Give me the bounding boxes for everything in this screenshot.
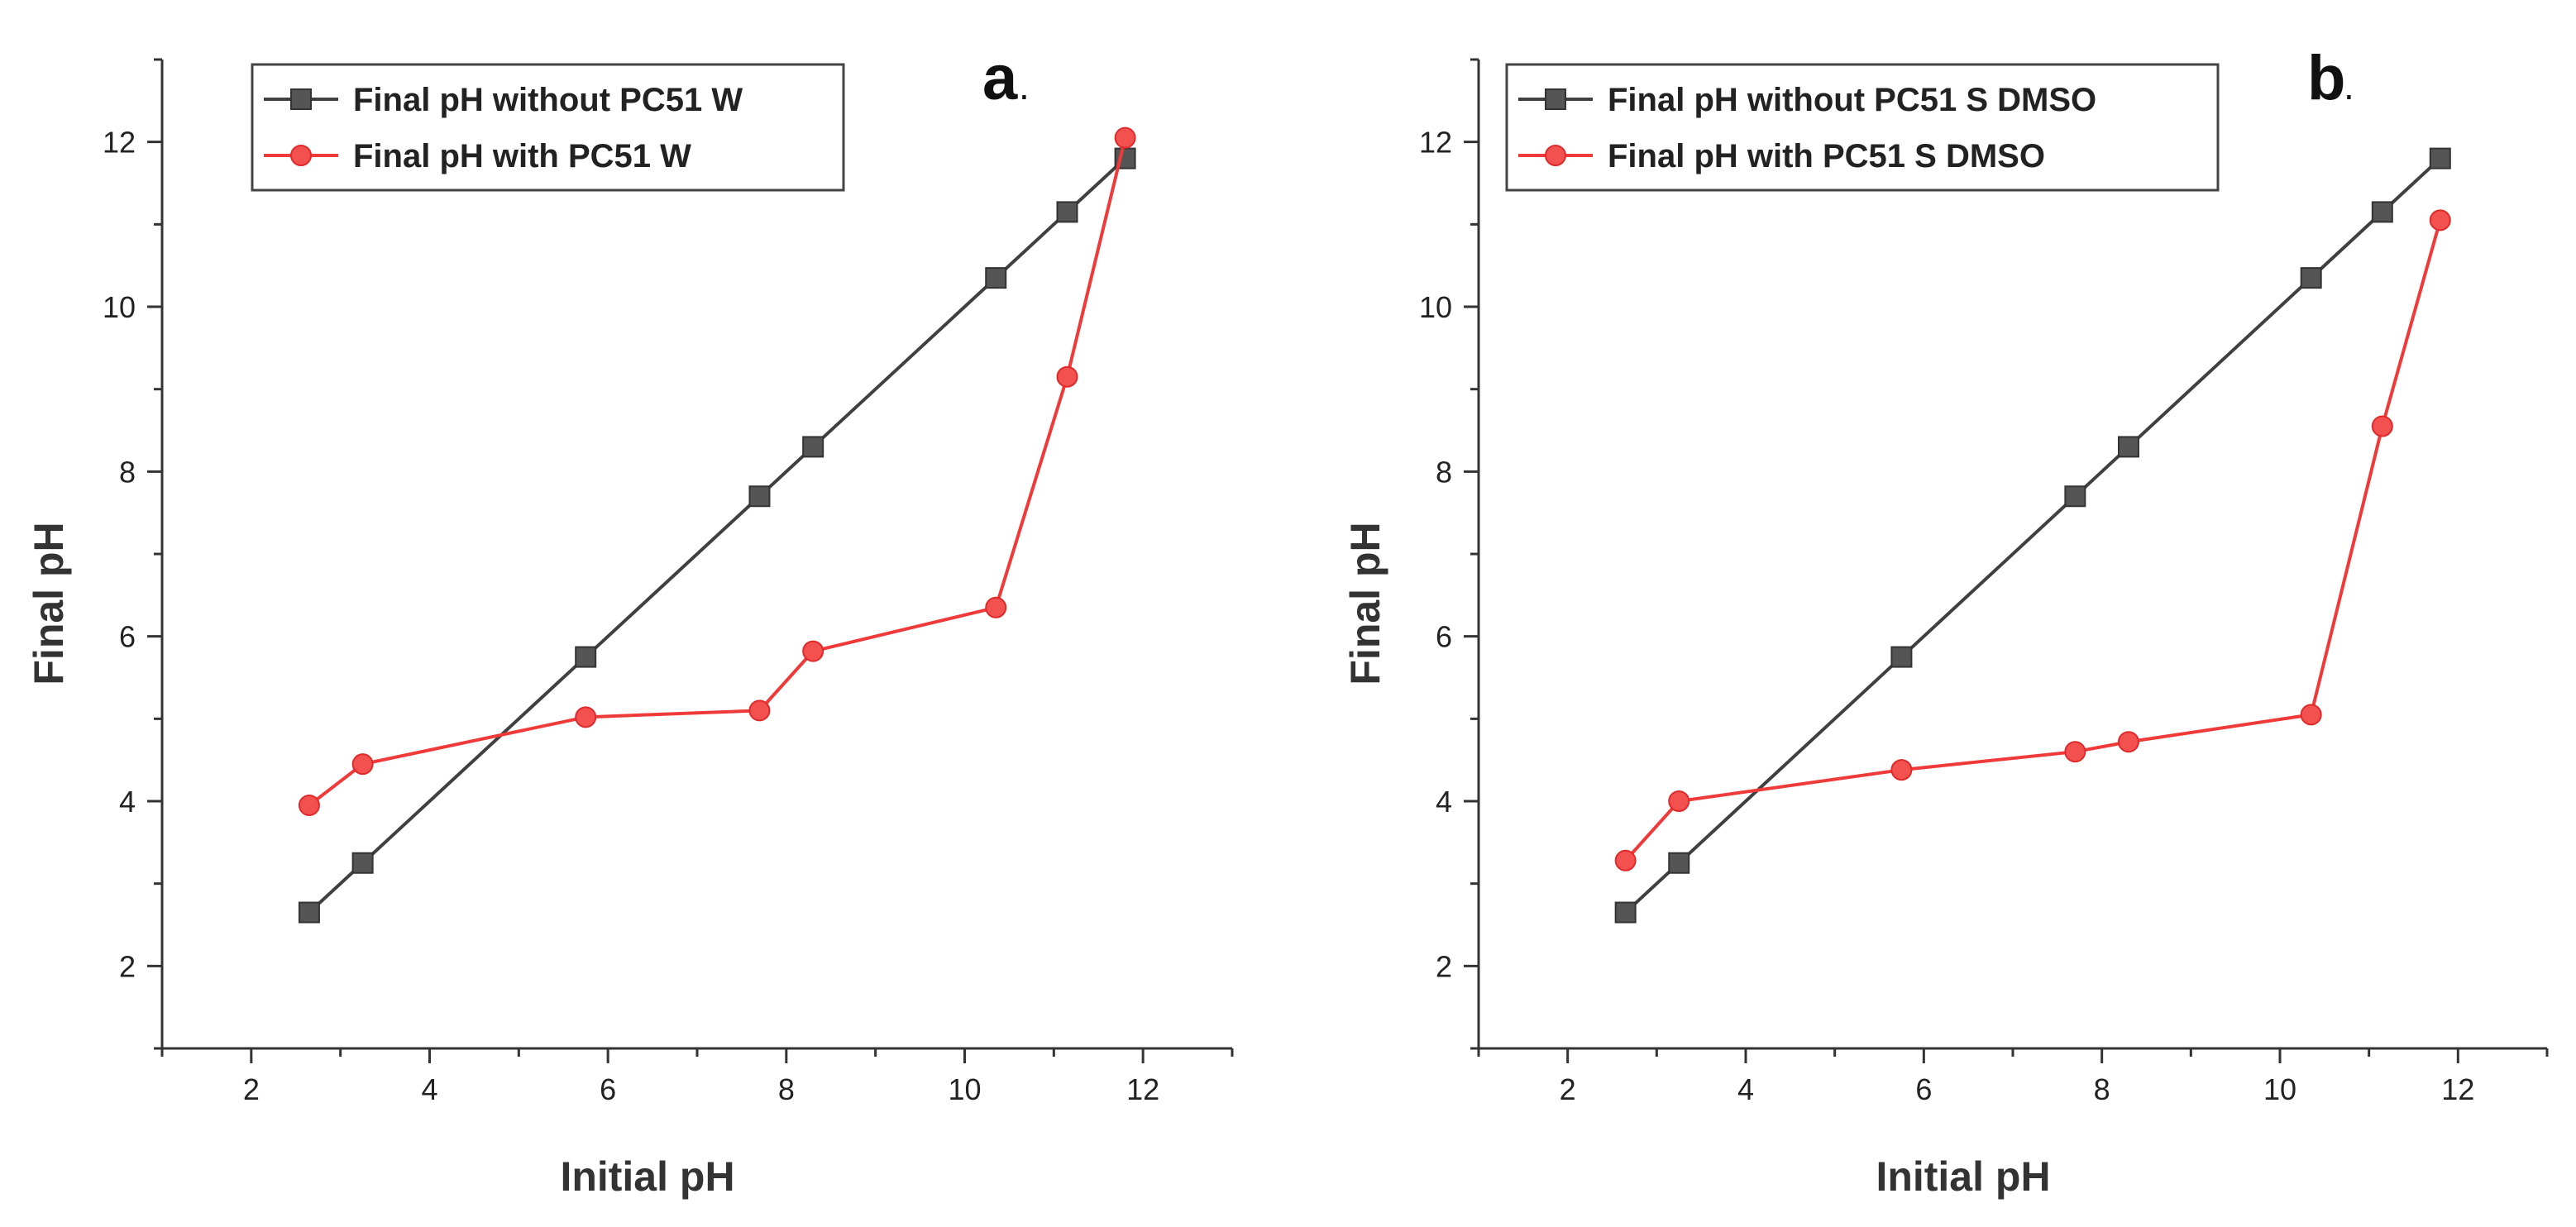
data-point-circle	[298, 794, 320, 816]
chart-panel-a: 2 4 6 8 10 12 2 4 6 8 10 12 Initial pH Final pH Final …	[26, 43, 1234, 1200]
legend-marker-square	[1545, 88, 1566, 110]
x-tick-label: 6	[1915, 1072, 1932, 1106]
series-line-2	[308, 137, 1127, 807]
data-point-square	[575, 646, 597, 668]
data-point-circle	[1056, 365, 1078, 388]
x-axis-title: Initial pH	[1876, 1153, 2050, 1200]
data-point-square	[2064, 485, 2086, 508]
data-point-circle	[2064, 741, 2086, 763]
x-tick-label: 12	[1126, 1072, 1159, 1106]
panel-letter-suffix: .	[1019, 64, 1030, 107]
y-axis-title: Final pH	[1342, 522, 1388, 685]
data-point-square	[1056, 201, 1078, 223]
panel-letter-suffix: .	[2344, 64, 2354, 107]
x-tick-label: 4	[1737, 1072, 1754, 1106]
legend-entry-label: Final pH without PC51 W	[353, 82, 743, 118]
y-tick-label: 8	[1436, 455, 1452, 489]
legend-box	[251, 63, 845, 192]
y-tick-label: 10	[103, 290, 136, 324]
data-point-square	[1890, 646, 1913, 668]
legend-entry-label: Final pH with PC51 S DMSO	[1608, 138, 2045, 174]
data-point-circle	[1614, 849, 1637, 871]
series-line-1	[308, 157, 1126, 914]
data-point-square	[748, 485, 771, 508]
data-point-square	[802, 436, 824, 458]
data-point-circle	[1668, 790, 1690, 812]
data-point-square	[351, 852, 374, 874]
legend-marker-circle	[1545, 145, 1566, 166]
legend-entry-label: Final pH with PC51 W	[353, 138, 691, 174]
data-point-square	[1614, 901, 1637, 924]
data-point-circle	[2117, 731, 2139, 753]
x-tick-label: 8	[2094, 1072, 2110, 1106]
legend-marker-square	[290, 88, 312, 110]
data-point-square	[2371, 201, 2393, 223]
y-tick-label: 10	[1419, 290, 1452, 324]
data-point-circle	[985, 596, 1007, 618]
panel-letter: a	[982, 43, 1018, 113]
data-point-square	[2429, 147, 2451, 169]
panel-letter: b	[2307, 43, 2345, 113]
y-axis-title: Final pH	[26, 522, 72, 685]
x-tick-label: 12	[2441, 1072, 2474, 1106]
data-point-square	[2300, 267, 2322, 289]
chart-panel-b: 2 4 6 8 10 12 2 4 6 8 10 12 Initial pH Final pH Final …	[1342, 43, 2549, 1200]
data-point-circle	[802, 640, 824, 662]
y-tick-label: 4	[119, 785, 136, 819]
legend-box	[1505, 63, 2220, 192]
series-line-2	[1624, 219, 2442, 862]
y-tick-label: 12	[103, 126, 136, 160]
x-tick-label: 8	[778, 1072, 795, 1106]
y-tick-label: 12	[1419, 126, 1452, 160]
x-tick-label: 2	[243, 1072, 260, 1106]
data-point-square	[1668, 852, 1690, 874]
y-tick-label: 4	[1436, 785, 1452, 819]
x-tick-label: 10	[948, 1072, 981, 1106]
y-tick-label: 8	[119, 455, 136, 489]
y-tick-label: 2	[1436, 949, 1452, 983]
data-point-square	[985, 267, 1007, 289]
x-tick-label: 10	[2263, 1072, 2296, 1106]
y-tick-label: 6	[119, 620, 136, 654]
data-point-circle	[748, 699, 771, 722]
data-point-circle	[2371, 415, 2393, 437]
y-tick-label: 2	[119, 949, 136, 983]
x-axis-title: Initial pH	[560, 1153, 734, 1200]
x-tick-label: 2	[1560, 1072, 1576, 1106]
x-tick-label: 6	[600, 1072, 616, 1106]
data-point-square	[298, 901, 320, 924]
data-point-circle	[1114, 127, 1136, 149]
data-point-circle	[2300, 704, 2322, 726]
legend-marker-circle	[290, 145, 312, 166]
data-point-circle	[351, 753, 374, 776]
data-point-circle	[575, 706, 597, 728]
x-tick-label: 4	[421, 1072, 437, 1106]
legend-entry-label: Final pH without PC51 S DMSO	[1608, 82, 2096, 118]
y-tick-label: 6	[1436, 620, 1452, 654]
data-point-circle	[1890, 759, 1913, 781]
data-point-square	[2117, 436, 2139, 458]
data-point-circle	[2429, 209, 2451, 232]
series-line-1	[1624, 157, 2442, 914]
